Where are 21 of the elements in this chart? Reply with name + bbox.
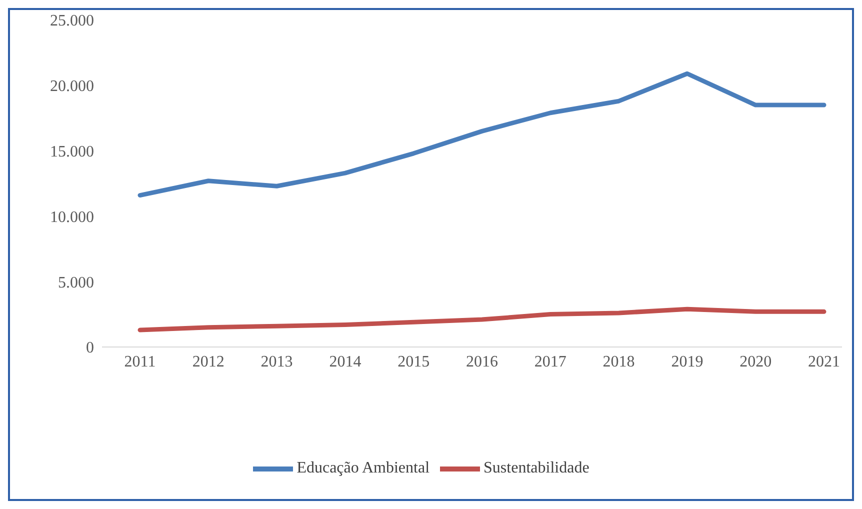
legend-label: Sustentabilidade bbox=[484, 460, 590, 477]
x-tick-label: 2021 bbox=[808, 353, 840, 370]
x-tick-label: 2015 bbox=[398, 353, 430, 370]
x-tick-label: 2019 bbox=[671, 353, 704, 370]
x-tick-label: 2011 bbox=[124, 353, 156, 370]
x-tick-label: 2020 bbox=[740, 353, 772, 370]
legend-label: Educação Ambiental bbox=[296, 460, 430, 477]
y-tick-label: 10.000 bbox=[50, 208, 94, 226]
line-series bbox=[138, 71, 826, 198]
line-series bbox=[138, 306, 826, 332]
y-tick-label: 5.000 bbox=[58, 274, 94, 292]
y-tick-label: 25.000 bbox=[50, 12, 94, 30]
x-tick-label: 2014 bbox=[329, 353, 362, 370]
x-tick-label: 2012 bbox=[192, 353, 224, 370]
y-tick-label: 20.000 bbox=[50, 78, 94, 96]
x-tick-label: 2016 bbox=[466, 353, 498, 370]
x-tick-label: 2017 bbox=[534, 353, 566, 370]
x-tick-label: 2013 bbox=[260, 353, 293, 370]
x-tick-label: 2018 bbox=[602, 353, 635, 370]
y-tick-label: 15.000 bbox=[50, 143, 94, 160]
y-tick-label: 0 bbox=[86, 340, 94, 357]
